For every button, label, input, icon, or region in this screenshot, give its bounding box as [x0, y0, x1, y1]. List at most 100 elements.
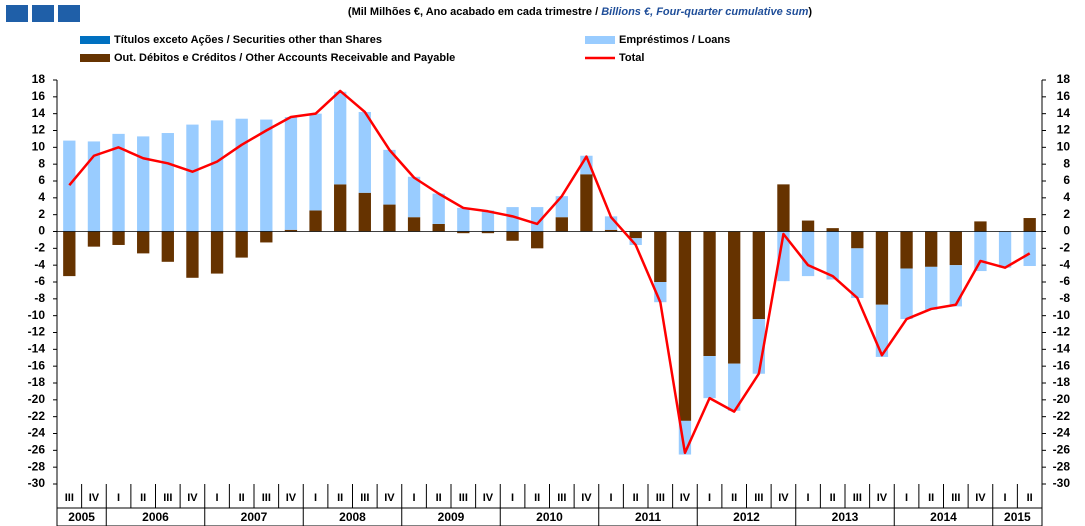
- year-label: 2005: [68, 510, 95, 524]
- bar: [87, 231, 101, 247]
- y-tick-label: 4: [38, 190, 45, 204]
- bar: [777, 184, 790, 232]
- legend-label: Empréstimos / Loans: [619, 34, 730, 46]
- y2-tick-label: -6: [1059, 274, 1070, 288]
- bar: [1023, 218, 1036, 232]
- x-tick-label: IV: [286, 492, 297, 504]
- x-tick-label: IV: [975, 492, 986, 504]
- y-tick-label: -2: [34, 241, 45, 255]
- bar: [432, 193, 445, 224]
- y-tick-label: 16: [32, 89, 46, 103]
- bar: [161, 231, 174, 262]
- x-tick-label: IV: [877, 492, 888, 504]
- y-tick-label: -22: [28, 409, 46, 423]
- y2-tick-label: 2: [1063, 207, 1070, 221]
- year-label: 2011: [635, 510, 661, 524]
- bar: [875, 304, 889, 357]
- logo-block: [6, 5, 28, 22]
- bar: [358, 192, 371, 232]
- bar: [432, 223, 445, 232]
- y-tick-label: 12: [32, 123, 46, 137]
- bar: [728, 363, 741, 411]
- bar: [260, 119, 273, 232]
- bar: [334, 184, 347, 232]
- year-label: 2008: [339, 510, 366, 524]
- bar: [801, 220, 815, 232]
- year-label: 2007: [241, 510, 268, 524]
- bar: [457, 231, 470, 234]
- y2-tick-label: -8: [1059, 291, 1070, 305]
- x-tick-label: I: [807, 492, 810, 504]
- y2-tick-label: -10: [1053, 308, 1071, 322]
- bar: [235, 118, 248, 232]
- y-tick-label: -4: [34, 257, 45, 271]
- y-tick-label: 10: [32, 140, 46, 154]
- bar: [137, 136, 150, 232]
- bar: [752, 231, 765, 320]
- bar: [284, 117, 298, 230]
- logo-block: [32, 5, 54, 22]
- legend-label: Títulos exceto Ações / Securities other …: [114, 34, 382, 46]
- x-tick-label: III: [360, 492, 369, 504]
- y2-tick-label: 6: [1063, 173, 1070, 187]
- y2-tick-label: 0: [1063, 224, 1070, 238]
- y-tick-label: 2: [38, 207, 45, 221]
- bar: [358, 111, 371, 193]
- bar: [309, 113, 322, 211]
- y2-tick-label: -28: [1053, 459, 1071, 473]
- y-tick-label: -18: [28, 375, 46, 389]
- title-pt: (Mil Milhões €, Ano acabado em cada trim…: [348, 6, 601, 18]
- x-tick-label: II: [337, 492, 343, 504]
- y-tick-label: 6: [38, 173, 45, 187]
- y2-tick-label: -20: [1053, 392, 1071, 406]
- x-tick-label: III: [262, 492, 271, 504]
- bar: [728, 231, 741, 364]
- bar: [284, 229, 298, 232]
- y2-tick-label: 8: [1063, 156, 1070, 170]
- bar: [457, 207, 470, 232]
- y2-tick-label: -16: [1053, 358, 1071, 372]
- legend-label: Total: [619, 52, 644, 64]
- bar: [235, 231, 248, 258]
- bar: [974, 221, 987, 232]
- y-tick-label: 14: [32, 106, 46, 120]
- x-tick-label: II: [436, 492, 442, 504]
- bar: [407, 176, 421, 218]
- x-tick-label: IV: [778, 492, 789, 504]
- bar: [801, 231, 815, 277]
- y2-tick-label: -14: [1053, 342, 1071, 356]
- bar: [925, 231, 938, 267]
- x-tick-label: I: [413, 492, 416, 504]
- bar: [851, 248, 864, 298]
- bar: [654, 231, 667, 282]
- x-tick-label: I: [610, 492, 613, 504]
- bar: [137, 231, 150, 254]
- x-tick-label: II: [239, 492, 245, 504]
- legend-label: Out. Débitos e Créditos / Other Accounts…: [114, 52, 455, 64]
- year-label: 2010: [536, 510, 563, 524]
- bar: [87, 141, 101, 232]
- y-tick-label: -10: [28, 308, 46, 322]
- y-tick-label: -30: [28, 476, 46, 490]
- y-tick-label: 0: [38, 224, 45, 238]
- bar: [186, 124, 199, 232]
- x-tick-label: III: [656, 492, 665, 504]
- y2-tick-label: -4: [1059, 257, 1070, 271]
- bar: [875, 231, 889, 305]
- y-tick-label: 18: [32, 72, 46, 86]
- y2-tick-label: -12: [1053, 325, 1071, 339]
- y-tick-label: -20: [28, 392, 46, 406]
- bar: [531, 207, 544, 232]
- year-label: 2009: [438, 510, 465, 524]
- bar: [703, 231, 716, 357]
- bar: [900, 268, 913, 320]
- year-label: 2013: [832, 510, 859, 524]
- x-tick-label: II: [1027, 492, 1033, 504]
- x-tick-label: I: [314, 492, 317, 504]
- bar: [260, 231, 273, 243]
- x-tick-label: IV: [187, 492, 198, 504]
- y2-tick-label: -2: [1059, 241, 1070, 255]
- year-label: 2006: [142, 510, 169, 524]
- bar: [112, 231, 125, 245]
